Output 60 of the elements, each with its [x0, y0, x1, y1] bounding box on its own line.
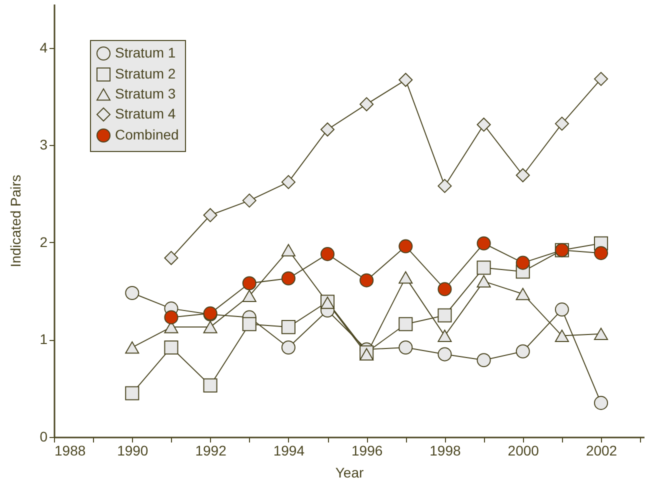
point — [438, 308, 452, 322]
point — [594, 328, 608, 340]
point — [476, 275, 491, 288]
x-tick-label: 1996 — [352, 442, 383, 458]
legend-label: Stratum 1 — [115, 44, 176, 60]
point — [360, 273, 374, 288]
y-axis-title: Indicated Pairs — [8, 174, 24, 268]
point — [164, 310, 178, 324]
y-tick-label: 1 — [40, 331, 48, 348]
point — [516, 168, 530, 182]
point — [438, 282, 452, 296]
y-tick-label: 2 — [40, 234, 48, 250]
point — [438, 347, 452, 362]
point — [398, 317, 413, 332]
point — [320, 122, 335, 137]
x-tick-label: 1988 — [54, 442, 86, 458]
x-tick-label: 1990 — [117, 442, 148, 458]
point — [281, 244, 296, 256]
point — [203, 378, 218, 392]
x-tick-label: 1992 — [195, 442, 227, 458]
point — [516, 344, 530, 358]
legend-label: Stratum 3 — [115, 86, 176, 102]
x-tick-label: 1998 — [430, 442, 462, 458]
point — [554, 330, 569, 342]
legend-label: Stratum 2 — [115, 66, 176, 82]
point — [398, 271, 413, 284]
y-tick-label: 4 — [40, 39, 48, 56]
point — [438, 330, 452, 342]
point — [398, 239, 413, 254]
x-tick-label: 2002 — [586, 442, 618, 458]
point — [242, 276, 256, 290]
point — [281, 340, 296, 354]
point — [594, 246, 608, 260]
point — [203, 320, 218, 334]
x-tick-label: 1994 — [273, 442, 305, 458]
point — [125, 386, 140, 400]
point — [320, 247, 335, 262]
point — [476, 353, 491, 368]
point — [360, 348, 374, 360]
point — [398, 340, 413, 354]
point — [164, 340, 178, 354]
y-tick-label: 3 — [40, 136, 48, 153]
point — [594, 72, 608, 86]
y-tick-label: 0 — [40, 428, 48, 444]
point — [554, 302, 569, 317]
point — [516, 256, 530, 270]
point — [476, 260, 491, 275]
x-axis-title: Year — [335, 464, 364, 480]
point — [594, 396, 608, 410]
point — [281, 320, 296, 334]
point — [281, 271, 296, 286]
point — [476, 236, 491, 250]
legend-label: Combined — [115, 126, 179, 142]
point — [242, 317, 256, 332]
point — [242, 290, 256, 302]
point — [125, 341, 140, 354]
x-tick-label: 2000 — [508, 442, 540, 458]
point — [125, 286, 140, 300]
point — [516, 288, 530, 300]
legend-label: Stratum 4 — [115, 106, 176, 122]
